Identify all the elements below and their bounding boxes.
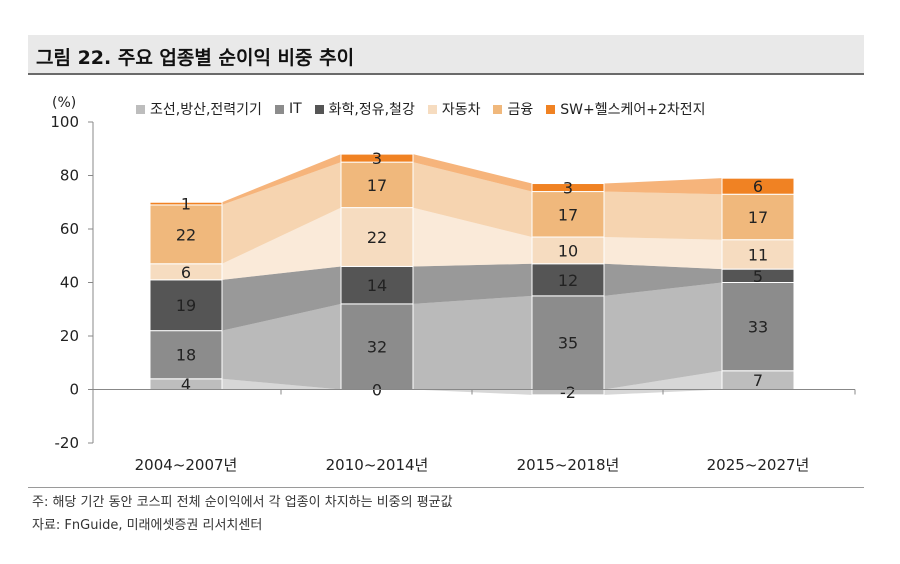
- connector-band: [604, 263, 722, 296]
- legend-item: 조선,방산,전력기기: [136, 99, 262, 119]
- bars: [149, 153, 795, 396]
- legend-swatch: [274, 104, 284, 114]
- chart-legend: 조선,방산,전력기기 IT 화학,정유,철강 자동차 금융 SW+헬스케어+2차전지: [136, 99, 719, 119]
- bar-segment: [340, 161, 414, 209]
- data-label: 17: [748, 208, 768, 227]
- bar-segment: [531, 295, 605, 390]
- y-tick-label: 20: [60, 327, 79, 345]
- footnote-source: 자료: FnGuide, 미래에셋증권 리서치센터: [32, 518, 263, 533]
- legend-item: 화학,정유,철강: [314, 99, 415, 119]
- y-axis-unit-label: (%): [52, 95, 77, 111]
- connector-band: [222, 207, 341, 280]
- data-label: 4: [181, 375, 191, 394]
- data-label: 22: [367, 228, 387, 247]
- data-label: 7: [753, 371, 763, 390]
- bar-segment: [531, 236, 605, 265]
- x-tick-label: 2010~2014년: [326, 456, 429, 474]
- legend-label: SW+헬스케어+2차전지: [560, 102, 706, 118]
- legend-label: IT: [288, 101, 302, 117]
- bar-segment: [340, 207, 414, 267]
- legend-item: IT: [274, 101, 302, 117]
- bar-segment: [721, 239, 795, 270]
- data-label: 6: [181, 263, 191, 282]
- data-label: 10: [558, 241, 578, 260]
- bar-segment: [531, 183, 605, 193]
- y-tick-label: 60: [60, 220, 79, 238]
- data-label: 17: [558, 205, 578, 224]
- data-label: 17: [367, 176, 387, 195]
- connector-band: [413, 162, 532, 238]
- data-label: 35: [558, 334, 578, 353]
- data-label: 33: [748, 318, 768, 337]
- legend-label: 금융: [507, 102, 534, 118]
- bar-segment: [340, 153, 414, 163]
- data-label: 6: [753, 177, 763, 196]
- data-label: 12: [558, 271, 578, 290]
- data-label: 11: [748, 245, 768, 264]
- data-label: -2: [560, 383, 576, 402]
- x-tick-label: 2004~2007년: [135, 456, 238, 474]
- y-tick-label: 100: [50, 113, 79, 131]
- data-label: 3: [563, 179, 573, 198]
- legend-label: 자동차: [441, 102, 481, 118]
- legend-swatch: [493, 104, 503, 114]
- legend-swatch: [314, 104, 324, 114]
- connector-band: [604, 178, 722, 195]
- connector-band: [604, 282, 722, 390]
- data-label: 19: [176, 296, 196, 315]
- x-tick-label: 2015~2018년: [517, 456, 620, 474]
- data-label: 32: [367, 338, 387, 357]
- data-label: 3: [372, 149, 382, 168]
- connector-band: [604, 237, 722, 270]
- y-tick-label: 40: [60, 274, 79, 292]
- data-label: 14: [367, 276, 387, 295]
- legend-label: 조선,방산,전력기기: [150, 102, 262, 118]
- connector-band: [413, 295, 532, 390]
- connector-band: [222, 154, 341, 205]
- bar-segment: [340, 265, 414, 305]
- y-tick-label: 80: [60, 167, 79, 185]
- legend-item: SW+헬스케어+2차전지: [546, 99, 706, 119]
- title-bar: 그림 22. 주요 업종별 순이익 비중 추이: [28, 35, 864, 75]
- bar-segment: [531, 263, 605, 297]
- connector-band: [222, 303, 341, 390]
- bar-segment: [340, 303, 414, 390]
- bar-segment: [149, 204, 223, 265]
- chart-title: 그림 22. 주요 업종별 순이익 비중 추이: [36, 47, 355, 69]
- bar-segment: [721, 177, 795, 195]
- connector-band: [222, 162, 341, 264]
- axes: -20 0 20 40 60 80 100 2004~2007년 2010~2014년 2015~…: [50, 113, 856, 474]
- footnote-divider: [28, 487, 864, 488]
- bar-segment: [149, 279, 223, 332]
- legend-swatch: [546, 104, 556, 114]
- legend-item: 금융: [493, 99, 533, 119]
- connector-band: [222, 266, 341, 331]
- legend-swatch: [136, 104, 145, 114]
- data-label: 22: [176, 225, 196, 244]
- bar-segment: [721, 193, 795, 241]
- data-label: 5: [753, 267, 763, 286]
- connector-band: [604, 370, 722, 395]
- bar-segment: [149, 201, 223, 206]
- connector-band: [604, 191, 722, 240]
- connector-band: [413, 207, 532, 267]
- data-label: 18: [176, 346, 196, 365]
- bar-segment: [149, 330, 223, 380]
- connector-band: [413, 263, 532, 304]
- footnote-note: 주: 해당 기간 동안 코스피 전체 순이익에서 각 업종이 차지하는 비중의 …: [32, 495, 453, 510]
- bar-segment: [531, 191, 605, 238]
- data-label: 1: [181, 195, 191, 214]
- legend-item: 자동차: [427, 99, 481, 119]
- connector-bands: [222, 154, 722, 395]
- legend-label: 화학,정유,철강: [328, 102, 415, 118]
- y-tick-label: 0: [69, 381, 79, 399]
- bar-segment: [721, 282, 795, 372]
- x-tick-label: 2025~2027년: [707, 456, 810, 474]
- y-tick-label: -20: [55, 434, 80, 452]
- legend-swatch: [427, 104, 437, 114]
- connector-band: [413, 154, 532, 192]
